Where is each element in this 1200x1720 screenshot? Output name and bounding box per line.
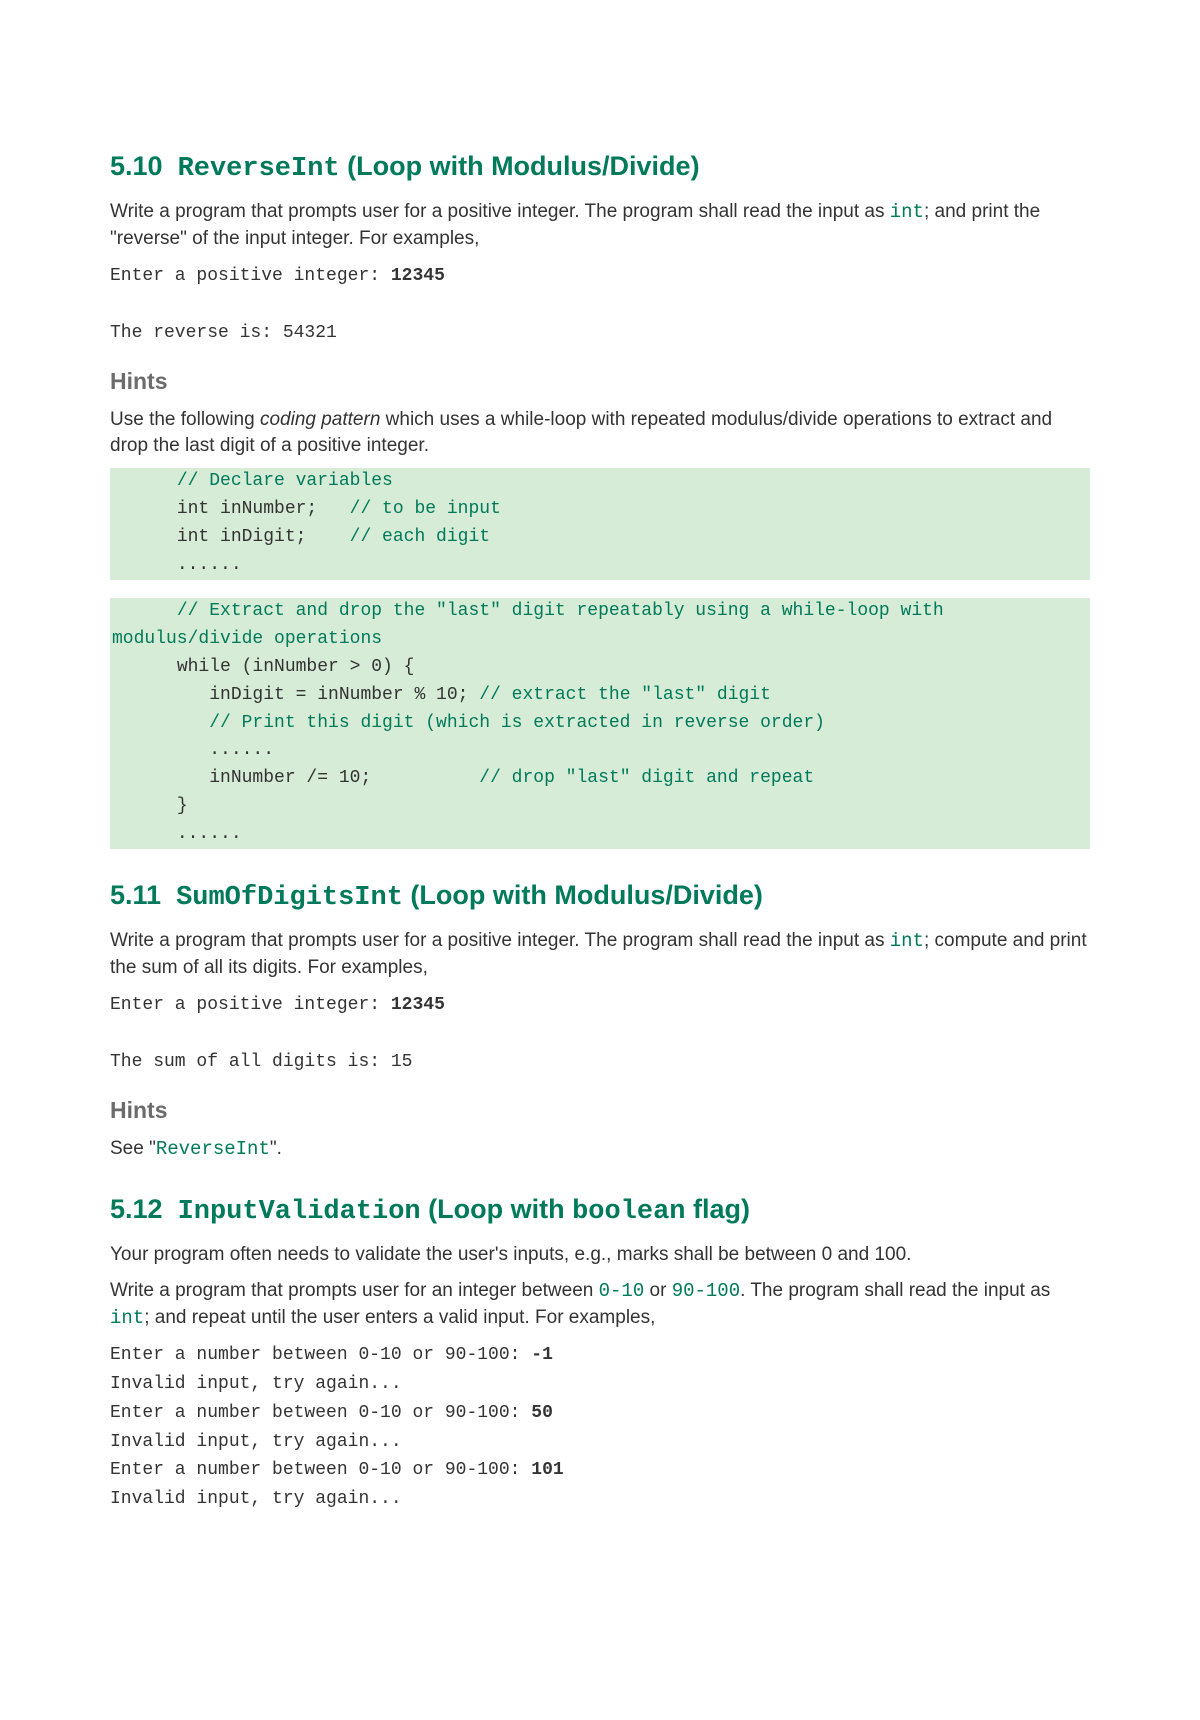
text: Use the following bbox=[110, 409, 260, 430]
console-input: 12345 bbox=[391, 266, 445, 286]
code-line: while (inNumber > 0) { bbox=[110, 654, 1090, 682]
section-512-title-rest-b: flag) bbox=[686, 1194, 751, 1224]
section-512-para2: Write a program that prompts user for an… bbox=[110, 1278, 1090, 1331]
section-510-codebox: // Declare variables int inNumber; // to… bbox=[110, 468, 1090, 849]
text: Write a program that prompts user for a … bbox=[110, 201, 890, 222]
code-line: // Declare variables bbox=[110, 468, 1090, 496]
text: Write a program that prompts user for an… bbox=[110, 1280, 599, 1301]
console-line: The sum of all digits is: 15 bbox=[110, 1052, 412, 1072]
section-511-title-mono: SumOfDigitsInt bbox=[176, 883, 403, 913]
section-511-see: See "ReverseInt". bbox=[110, 1136, 1090, 1163]
console-input: 50 bbox=[531, 1403, 553, 1423]
code-inline-range1: 0-10 bbox=[599, 1280, 645, 1302]
console-line: Enter a positive integer: bbox=[110, 266, 391, 286]
code-line: // Extract and drop the "last" digit rep… bbox=[110, 598, 1090, 654]
code-blank bbox=[110, 580, 1090, 598]
section-510-title-rest: (Loop with Modulus/Divide) bbox=[340, 151, 700, 181]
section-512-title-mono: InputValidation bbox=[178, 1197, 421, 1227]
code-line: ...... bbox=[110, 552, 1090, 580]
code-line: inNumber /= 10; // drop "last" digit and… bbox=[110, 765, 1090, 793]
text: or bbox=[644, 1280, 671, 1301]
text: See " bbox=[110, 1138, 156, 1159]
code-line: } bbox=[110, 793, 1090, 821]
console-line: Enter a positive integer: bbox=[110, 995, 391, 1015]
section-512-number: 5.12 bbox=[110, 1194, 163, 1224]
code-inline-int: int bbox=[890, 201, 924, 223]
text: Write a program that prompts user for a … bbox=[110, 930, 890, 951]
section-511-title-rest: (Loop with Modulus/Divide) bbox=[403, 880, 763, 910]
section-511-number: 5.11 bbox=[110, 880, 161, 910]
console-line: Enter a number between 0-10 or 90-100: bbox=[110, 1345, 531, 1365]
section-510-heading: 5.10 ReverseInt (Loop with Modulus/Divid… bbox=[110, 148, 1090, 187]
section-512-title-rest-a: (Loop with bbox=[421, 1194, 572, 1224]
section-510-number: 5.10 bbox=[110, 151, 163, 181]
code-line: int inNumber; // to be input bbox=[110, 496, 1090, 524]
text: ". bbox=[270, 1138, 282, 1159]
console-line: Invalid input, try again... bbox=[110, 1489, 402, 1509]
text: ; and repeat until the user enters a val… bbox=[144, 1307, 655, 1328]
term-coding-pattern: coding pattern bbox=[260, 409, 380, 430]
code-line: // Print this digit (which is extracted … bbox=[110, 710, 1090, 738]
section-511-hints-heading: Hints bbox=[110, 1095, 1090, 1126]
console-line: Invalid input, try again... bbox=[110, 1432, 402, 1452]
console-input: 12345 bbox=[391, 995, 445, 1015]
section-512-console: Enter a number between 0-10 or 90-100: -… bbox=[110, 1341, 1090, 1514]
section-510-hints-heading: Hints bbox=[110, 366, 1090, 397]
console-input: 101 bbox=[531, 1460, 563, 1480]
console-line: Enter a number between 0-10 or 90-100: bbox=[110, 1460, 531, 1480]
section-510-hints-para: Use the following coding pattern which u… bbox=[110, 407, 1090, 458]
section-511-console: Enter a positive integer: 12345 The sum … bbox=[110, 991, 1090, 1077]
section-510-title-mono: ReverseInt bbox=[178, 154, 340, 184]
text: . The program shall read the input as bbox=[740, 1280, 1050, 1301]
section-512-heading: 5.12 InputValidation (Loop with boolean … bbox=[110, 1191, 1090, 1230]
section-511-heading: 5.11 SumOfDigitsInt (Loop with Modulus/D… bbox=[110, 877, 1090, 916]
section-512-title-mono2: boolean bbox=[572, 1197, 685, 1227]
code-inline-range2: 90-100 bbox=[672, 1280, 740, 1302]
section-510-console: Enter a positive integer: 12345 The reve… bbox=[110, 262, 1090, 348]
code-inline-reverseint: ReverseInt bbox=[156, 1138, 270, 1160]
console-input: -1 bbox=[531, 1345, 553, 1365]
code-line: ...... bbox=[110, 821, 1090, 849]
section-510-para: Write a program that prompts user for a … bbox=[110, 199, 1090, 251]
code-line: inDigit = inNumber % 10; // extract the … bbox=[110, 682, 1090, 710]
code-line: ...... bbox=[110, 737, 1090, 765]
code-line: int inDigit; // each digit bbox=[110, 524, 1090, 552]
section-512-para1: Your program often needs to validate the… bbox=[110, 1242, 1090, 1268]
console-line: The reverse is: 54321 bbox=[110, 323, 337, 343]
section-511-para: Write a program that prompts user for a … bbox=[110, 928, 1090, 980]
console-line: Enter a number between 0-10 or 90-100: bbox=[110, 1403, 531, 1423]
code-inline-int: int bbox=[890, 930, 924, 952]
console-line: Invalid input, try again... bbox=[110, 1374, 402, 1394]
code-inline-int: int bbox=[110, 1307, 144, 1329]
